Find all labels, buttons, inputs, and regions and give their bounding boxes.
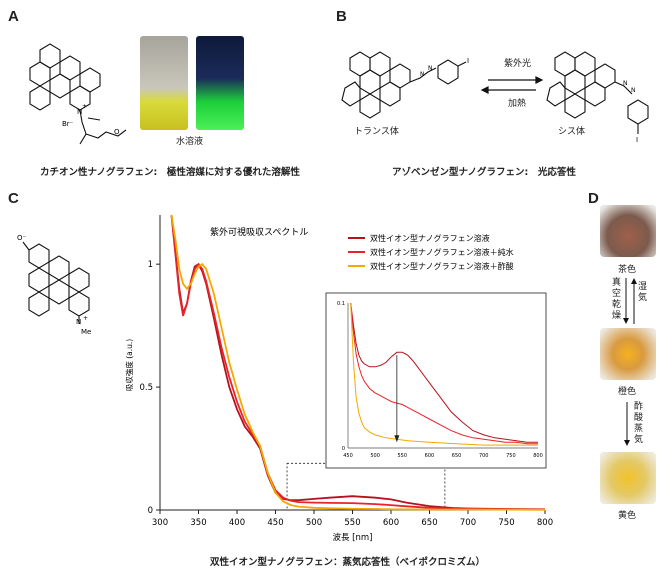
x-tick-label: 500 (306, 518, 322, 528)
bromide-atom: Br⁻ (62, 120, 74, 128)
forward-label: 紫外光 (504, 59, 532, 69)
cis-n-atom-2: N (631, 87, 636, 94)
photo-yellow (600, 452, 656, 504)
inset-x-tick-label: 750 (506, 453, 516, 459)
panel-letter-a: A (8, 8, 19, 25)
x-tick-label: 700 (460, 518, 476, 528)
legend-label-2: 双性イオン型ナノグラフェン溶液＋純水 (370, 247, 514, 257)
cis-iodine-atom: I (636, 136, 638, 144)
inset-series-line-3 (350, 302, 538, 446)
reverse-label: 加熱 (508, 99, 527, 109)
inset-x-tick-label: 800 (533, 453, 543, 459)
trans-n-atom-1: N (420, 71, 425, 78)
vial-photo-uv (196, 36, 244, 130)
x-tick-label: 600 (383, 518, 399, 528)
inset-y-tick-label: 0.1 (337, 301, 345, 307)
photo-orange (600, 328, 656, 380)
chart-title: 紫外可視吸収スペクトル (210, 226, 308, 238)
x-tick-label: 650 (421, 518, 437, 528)
inset-x-tick-label: 500 (370, 453, 380, 459)
inset-series-line-2 (350, 302, 538, 445)
x-tick-label: 800 (537, 518, 553, 528)
inset-arrow-head (394, 435, 400, 443)
trans-label: トランス体 (354, 127, 399, 137)
y-tick-label: 1 (148, 260, 153, 270)
plus-charge: + (82, 103, 87, 110)
n-plus-atom: N (77, 108, 82, 116)
inset-y-tick-label: 0 (342, 446, 345, 452)
color-yellow-label: 黄色 (618, 511, 637, 521)
zoom-region-box (286, 462, 446, 511)
step1-right-label: 湿気 (638, 282, 648, 303)
x-tick-label: 550 (344, 518, 360, 528)
inset-x-tick-label: 700 (479, 453, 489, 459)
cis-label: シス体 (558, 127, 586, 137)
step1-left-label: 真空乾燥 (612, 278, 622, 321)
zwitterionic-nanographene-structure: O⁻ N + Me (17, 234, 91, 336)
cis-n-atom-1: N (623, 80, 628, 87)
y-tick-label: 0 (148, 506, 153, 516)
x-tick-label: 450 (267, 518, 283, 528)
y-tick-label: 0.5 (139, 383, 153, 393)
n-plus-atom-c: N (76, 318, 81, 326)
color-orange-label: 橙色 (618, 387, 637, 397)
inset-series-line-1 (350, 302, 538, 443)
oxygen-atom: O (114, 128, 120, 136)
y-axis-label: 吸収強度 (a.u.) (124, 339, 134, 391)
methyl-group: Me (81, 328, 91, 336)
photo-brown (600, 205, 656, 257)
cationic-nanographene-structure: N + Br⁻ O (29, 43, 127, 145)
oxide-atom: O⁻ (17, 234, 27, 242)
panel-letter-d: D (588, 190, 599, 207)
vial-label: 水溶液 (176, 137, 204, 147)
trans-iodine-atom: I (467, 57, 469, 65)
trans-n-atom-2: N (428, 65, 433, 72)
series-line-3 (170, 214, 546, 511)
inset-frame (325, 292, 547, 469)
inset-x-tick-label: 600 (425, 453, 435, 459)
legend-label-3: 双性イオン型ナノグラフェン溶液＋酢酸 (370, 261, 514, 271)
caption-b: アゾベンゼン型ナノグラフェン: 光応答性 (392, 167, 576, 178)
panel-letter-c: C (8, 190, 19, 207)
panel-letter-b: B (336, 8, 347, 25)
vial-photo-ambient (140, 36, 188, 130)
inset-x-tick-label: 450 (343, 453, 353, 459)
x-tick-label: 750 (498, 518, 514, 528)
step1-arrows (623, 278, 637, 324)
plus-charge-c: + (83, 315, 88, 322)
caption-a: カチオン性ナノグラフェン: 極性溶媒に対する優れた溶解性 (40, 167, 300, 178)
color-brown-label: 茶色 (618, 265, 637, 275)
inset-x-tick-label: 550 (398, 453, 408, 459)
caption-c: 双性イオン型ナノグラフェン：蒸気応答性（ベイポクロミズム） (210, 557, 486, 568)
step2-label: 酢酸蒸気 (634, 402, 644, 445)
azobenzene-scheme: N N I N N I (341, 51, 649, 144)
x-tick-label: 350 (190, 518, 206, 528)
inset-x-tick-label: 650 (452, 453, 462, 459)
legend-label-1: 双性イオン型ナノグラフェン溶液 (370, 233, 490, 243)
x-tick-label: 400 (229, 518, 245, 528)
x-tick-label: 300 (152, 518, 168, 528)
x-axis-label: 波長 [nm] (332, 532, 372, 543)
uv-vis-spectrum-chart: 300 350 400 450 500 550 600 650 700 750 800 0 0.5 1 波長… (124, 214, 553, 543)
step2-arrow (624, 402, 630, 446)
